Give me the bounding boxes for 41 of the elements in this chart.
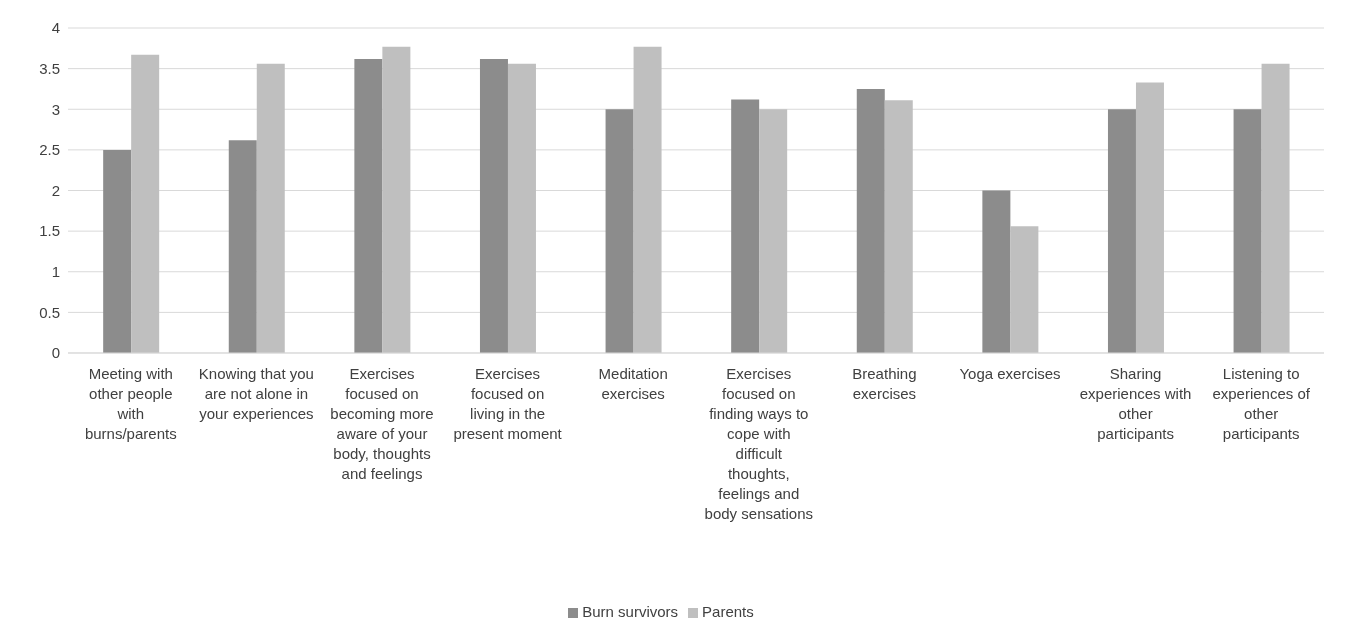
bar — [1107, 109, 1136, 353]
x-tick-label: Meeting with other people with burns/parents — [84, 365, 177, 442]
bar — [633, 46, 662, 353]
bar — [1135, 82, 1164, 353]
bar — [256, 63, 285, 353]
bar — [131, 54, 160, 353]
bar — [354, 58, 383, 353]
legend-label: Parents — [702, 603, 754, 620]
y-tick-label: 1.5 — [39, 222, 60, 240]
bar — [103, 149, 132, 353]
y-tick-label: 3 — [51, 100, 60, 118]
bar — [731, 99, 760, 353]
bar — [605, 109, 634, 353]
y-tick-label: 4 — [51, 19, 60, 37]
y-tick-label: 0.5 — [39, 303, 60, 321]
bar — [759, 109, 788, 353]
y-tick-label: 2.5 — [39, 141, 60, 159]
y-tick-label: 1 — [51, 263, 60, 281]
x-tick-label: Knowing that you are not alone in your experiences — [198, 365, 314, 422]
x-tick-label: Sharing experiences with other participants — [1079, 365, 1192, 442]
bar — [982, 190, 1011, 353]
bar — [856, 88, 885, 353]
bar — [507, 63, 536, 353]
bar — [382, 46, 411, 353]
x-tick-label: Meditation exercises — [598, 365, 668, 402]
x-tick-label: Listening to experiences of other participants — [1212, 365, 1311, 442]
x-tick-label: Breathing exercises — [852, 365, 917, 402]
y-tick-label: 2 — [51, 181, 60, 199]
x-tick-label: Yoga exercises — [959, 365, 1061, 382]
y-tick-label: 0 — [51, 344, 60, 362]
bar — [1233, 109, 1262, 353]
bar — [479, 58, 508, 353]
bar — [1261, 63, 1290, 353]
x-tick-label: Exercises focused on living in the present moment — [453, 365, 563, 442]
x-tick-label: Exercises focused on finding ways to cope with difficult thoughts, feelings and body sensations — [704, 365, 813, 522]
bar — [228, 140, 257, 353]
x-tick-label: Exercises focused on becoming more aware of your body, thoughts and feelings — [330, 365, 434, 482]
bar — [1010, 226, 1039, 353]
legend-label: Burn survivors — [582, 603, 679, 620]
y-tick-label: 3.5 — [39, 59, 60, 77]
bar — [884, 100, 913, 353]
